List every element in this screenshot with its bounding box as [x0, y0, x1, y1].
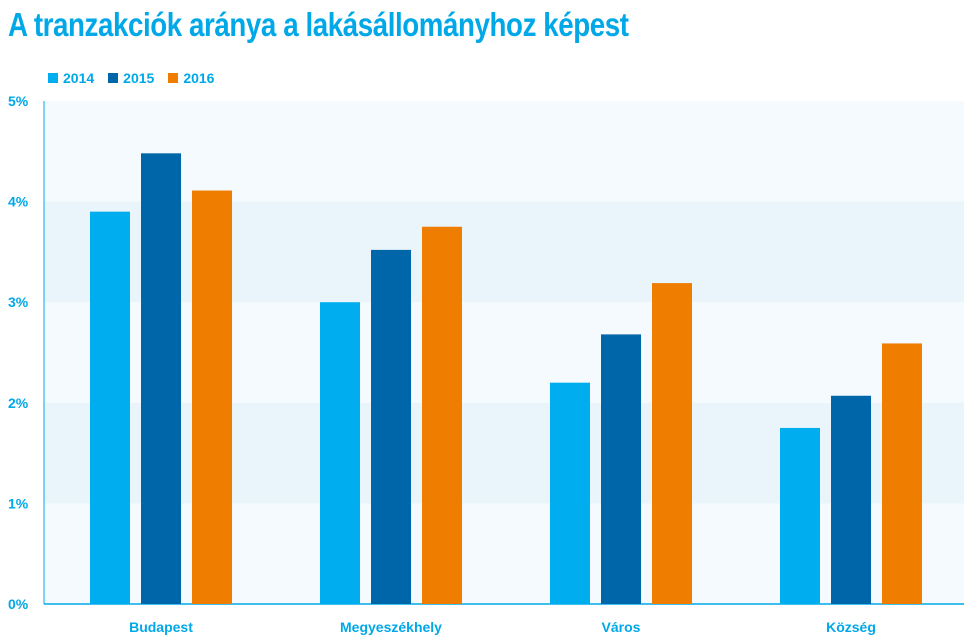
- grid-band: [44, 402, 964, 504]
- legend-swatch-2014: [48, 73, 58, 83]
- bar-2014-0: [90, 211, 130, 604]
- y-tick-label: 1%: [8, 495, 29, 511]
- grid-band: [44, 101, 964, 202]
- grid-band: [44, 302, 964, 403]
- bar-2016-2: [652, 283, 692, 604]
- x-tick-label: Megyeszékhely: [340, 619, 442, 635]
- y-tick-label: 4%: [8, 194, 29, 210]
- y-tick-label: 2%: [8, 395, 29, 411]
- y-tick-label: 0%: [8, 596, 29, 612]
- legend-item-2014: 2014: [48, 70, 94, 86]
- legend-swatch-2016: [168, 73, 179, 83]
- legend: 2014 2015 2016: [48, 70, 214, 86]
- bar-2016-3: [882, 343, 922, 604]
- bar-2015-3: [831, 395, 871, 604]
- y-tick-label: 5%: [8, 93, 29, 109]
- bar-2014-1: [320, 302, 360, 604]
- bar-2015-0: [141, 153, 181, 604]
- x-tick-label: Város: [602, 619, 641, 635]
- bar-2016-0: [192, 190, 232, 604]
- x-tick-label: Budapest: [129, 619, 193, 635]
- chart-title: A tranzakciók aránya a lakásállományhoz …: [8, 6, 629, 43]
- bar-2015-2: [601, 334, 641, 604]
- legend-label-2014: 2014: [63, 70, 95, 86]
- bar-2015-1: [371, 249, 411, 604]
- grid-band: [44, 201, 964, 303]
- y-tick-label: 3%: [8, 294, 29, 310]
- legend-item-2015: 2015: [108, 70, 154, 86]
- bar-2016-1: [422, 226, 462, 604]
- legend-item-2016: 2016: [168, 70, 214, 86]
- legend-label-2016: 2016: [183, 70, 215, 86]
- x-tick-label: Község: [826, 619, 876, 635]
- grid-band: [44, 503, 964, 604]
- legend-label-2015: 2015: [123, 70, 155, 86]
- bar-2014-3: [780, 427, 820, 604]
- legend-swatch-2015: [108, 73, 119, 83]
- bar-2014-2: [550, 382, 590, 604]
